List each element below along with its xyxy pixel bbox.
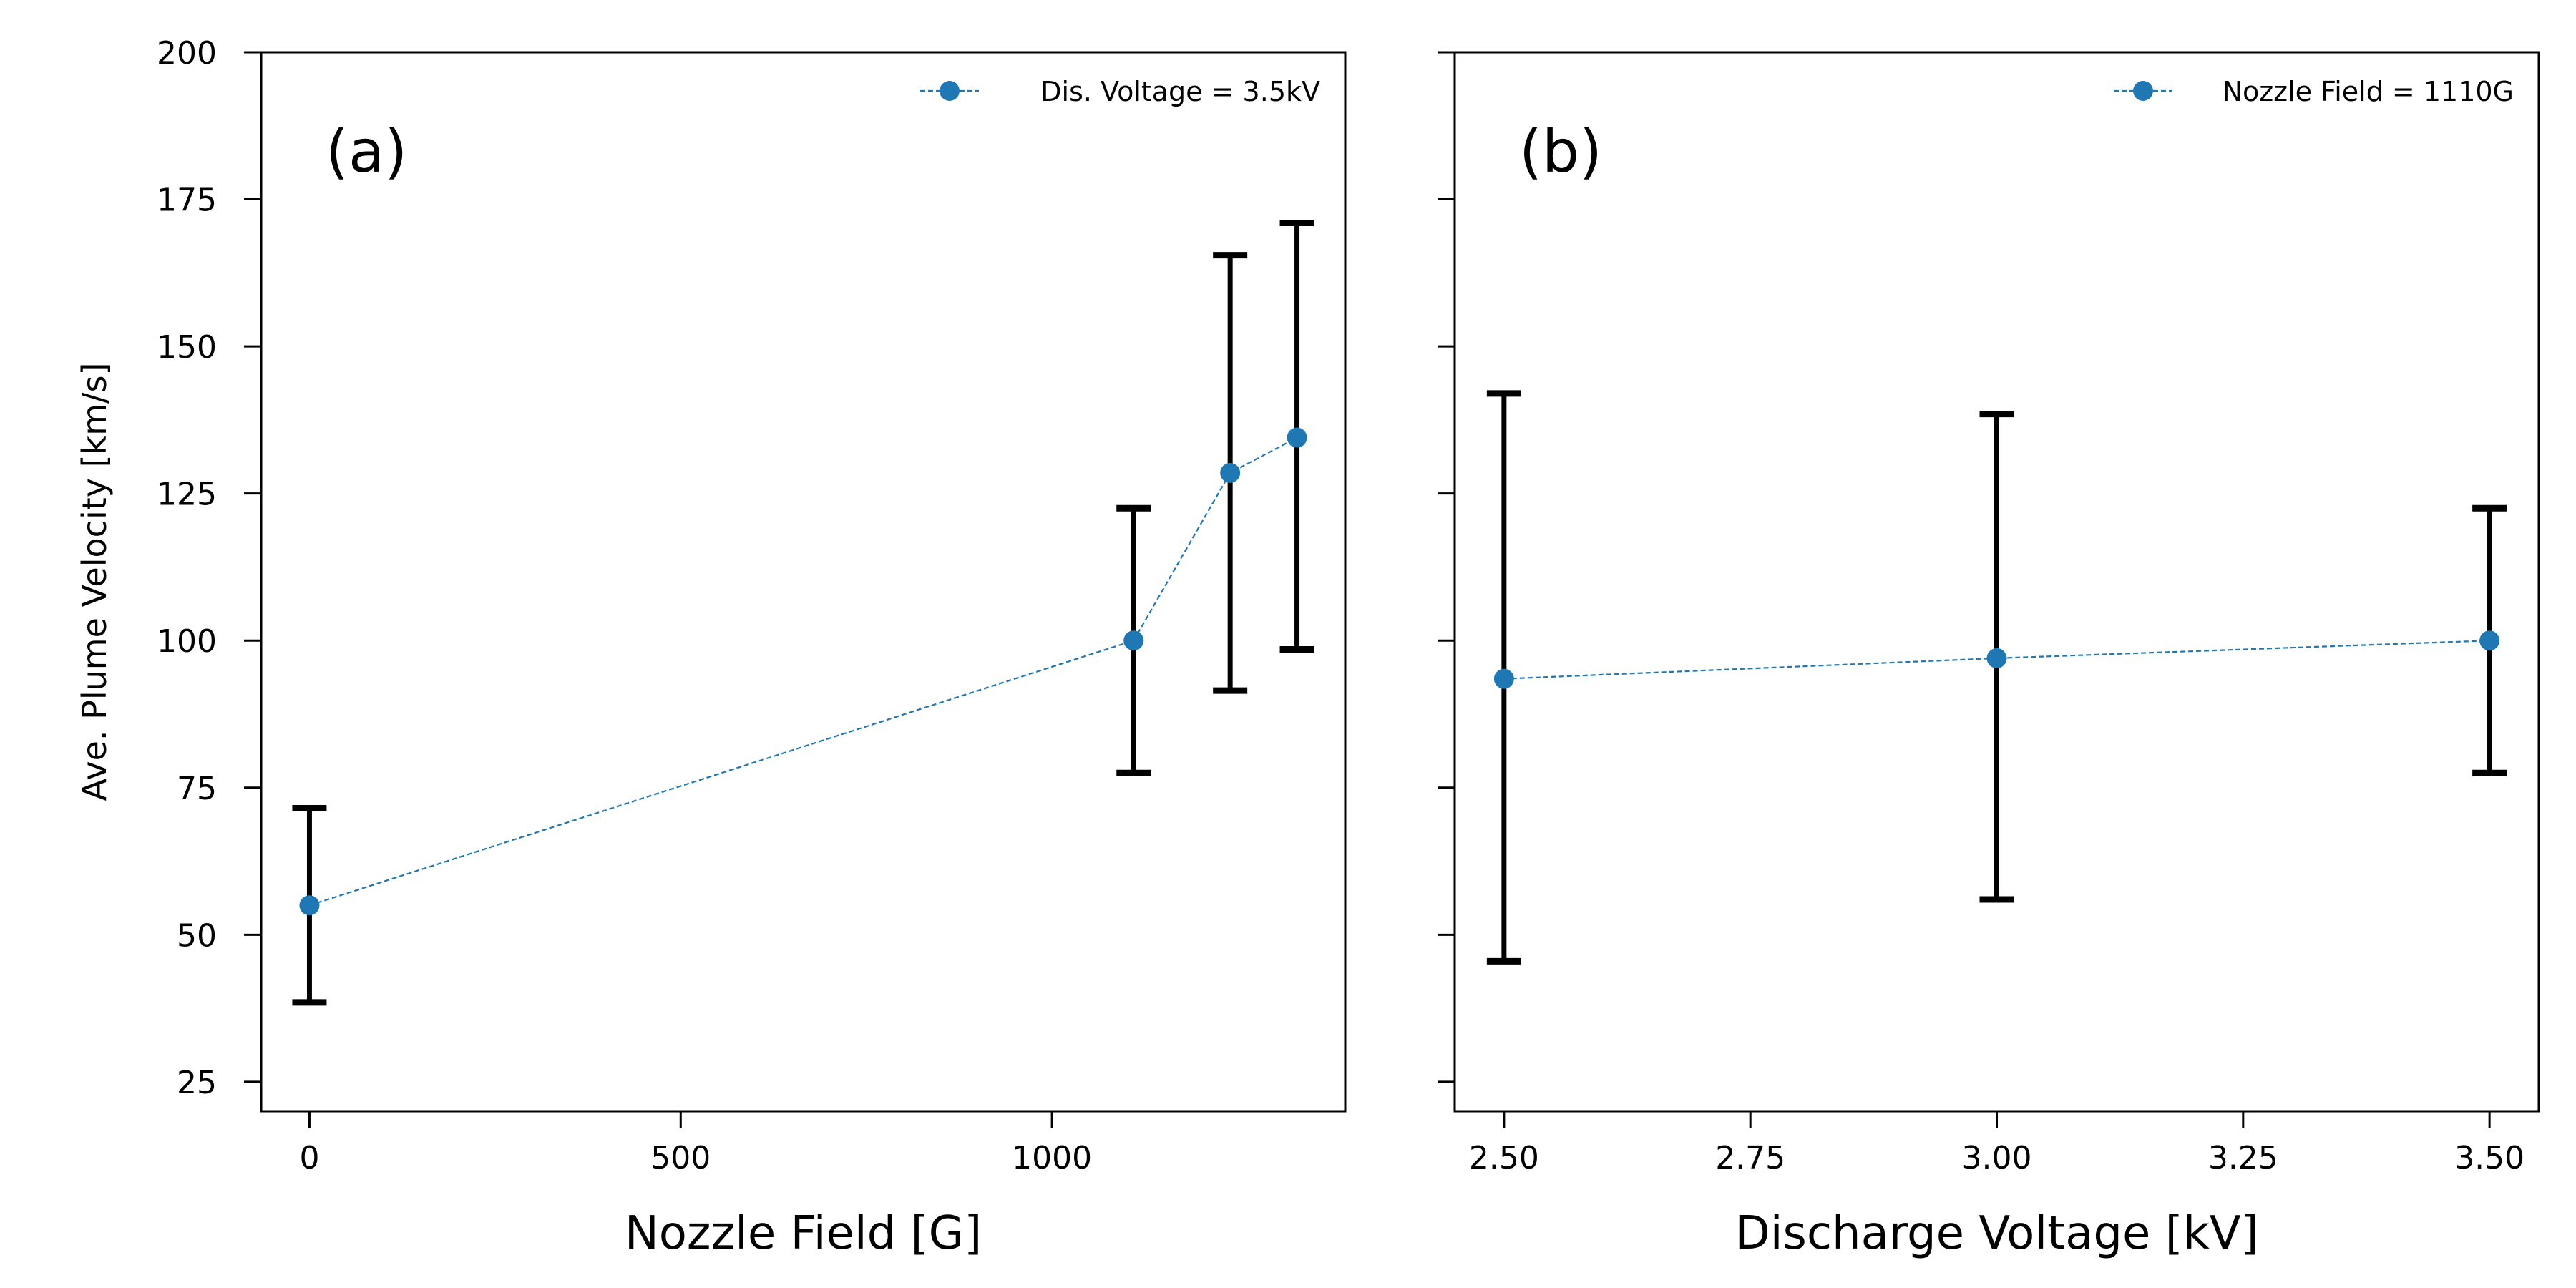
panel-b-data-point [2479, 630, 2500, 651]
panel-a-data-point [1287, 427, 1307, 448]
panel-a-data-point [1220, 462, 1241, 483]
panel-b-legend-marker [2133, 81, 2153, 101]
panel-a-axes-frame [260, 51, 1347, 1113]
panel-b-series-line [1503, 640, 2490, 680]
panel-b-xtick-label: 3.25 [2208, 1140, 2278, 1176]
panel-a-legend-marker [940, 81, 960, 101]
panel-a-ytick-label: 75 [177, 771, 217, 807]
panel-b-xlabel: Discharge Voltage [kV] [1735, 1207, 2258, 1260]
panel-b-data-point [1493, 668, 1514, 689]
panel-a-data-point [299, 895, 320, 916]
panel-a-xtick-label: 500 [650, 1140, 711, 1176]
panel-a-data-point [1123, 630, 1144, 651]
panel-b-xtick-label: 2.50 [1469, 1140, 1539, 1176]
panel-a-xtick-label: 0 [299, 1140, 319, 1176]
panel-a-ytick-label: 175 [157, 182, 217, 219]
panel-b-panel-label: (b) [1519, 118, 1602, 186]
panel-a-xtick-label: 1000 [1012, 1140, 1092, 1176]
panel-b: 2.50 2.75 3.00 3.25 3.50 Discharge Voltage [k… [1438, 51, 2540, 1260]
panel-a-ytick-label: 100 [157, 623, 217, 660]
panel-b-xtick-label: 2.75 [1715, 1140, 1785, 1176]
panel-a-ylabel: Ave. Plume Velocity [km/s] [75, 363, 114, 801]
panel-a-ytick-label: 150 [157, 329, 217, 366]
panel-a-series-line [309, 436, 1298, 907]
panel-b-xtick-label: 3.50 [2454, 1140, 2524, 1176]
panel-b-data-point [1986, 648, 2007, 668]
panel-a-ytick-label: 50 [177, 917, 217, 954]
panel-a-ytick-label: 200 [157, 35, 217, 72]
panel-a-ytick-label: 125 [157, 477, 217, 513]
panel-a-xlabel: Nozzle Field [G] [625, 1207, 982, 1260]
panel-b-xtick-label: 3.00 [1962, 1140, 2032, 1176]
panel-a-ytick-label: 25 [177, 1065, 217, 1101]
panel-a: 25 50 75 100 125 150 175 200 0 500 1000 Nozzle Fiel… [75, 35, 1347, 1260]
panel-b-legend-label: Nozzle Field = 1110G [2223, 76, 2514, 107]
panel-a-legend-label: Dis. Voltage = 3.5kV [1040, 76, 1320, 107]
panel-a-panel-label: (a) [326, 118, 407, 186]
